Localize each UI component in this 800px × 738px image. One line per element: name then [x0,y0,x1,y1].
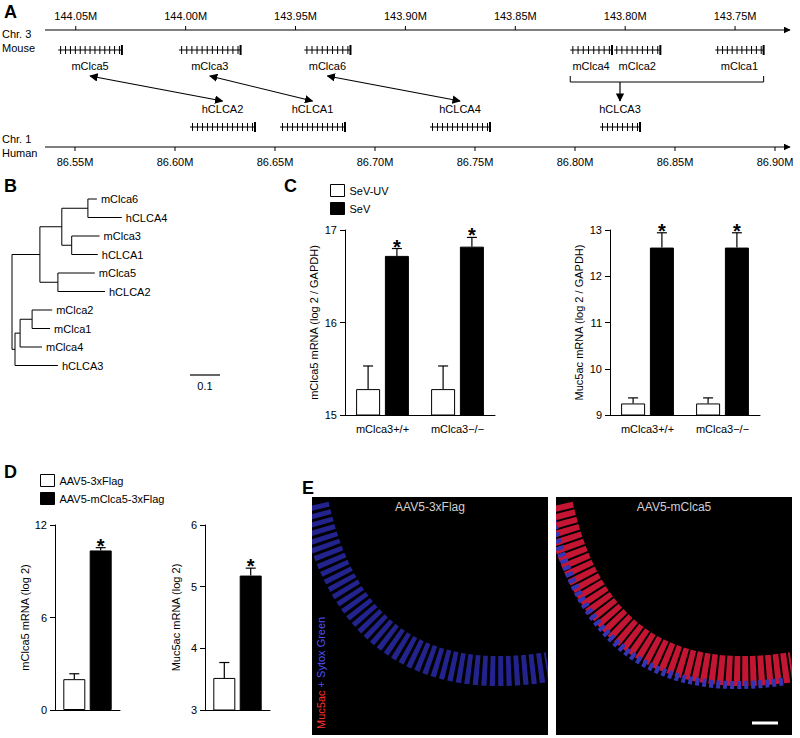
svg-text:mClca6: mClca6 [309,60,346,72]
svg-text:hCLCA2: hCLCA2 [109,286,151,298]
svg-text:6: 6 [41,612,47,624]
svg-text:mClca5: mClca5 [99,267,136,279]
svg-text:86.80M: 86.80M [557,156,594,168]
svg-text:143.80M: 143.80M [604,10,647,22]
svg-text:Chr. 3: Chr. 3 [2,28,31,40]
svg-text:17: 17 [325,224,337,236]
svg-text:86.65M: 86.65M [257,156,294,168]
svg-text:*: * [247,555,255,577]
svg-text:143.95M: 143.95M [274,10,317,22]
svg-text:143.90M: 143.90M [384,10,427,22]
svg-text:mClca3−/−: mClca3−/− [696,423,749,435]
svg-text:9: 9 [596,409,602,421]
svg-text:*: * [733,220,741,242]
svg-text:86.55M: 86.55M [57,156,94,168]
svg-text:*: * [97,535,105,557]
svg-text:3: 3 [191,704,197,716]
svg-text:AAV5-3xFlag: AAV5-3xFlag [395,500,465,514]
svg-text:mClca6: mClca6 [101,193,138,205]
svg-text:mClca4: mClca4 [46,341,83,353]
svg-text:6: 6 [191,519,197,531]
svg-text:143.75M: 143.75M [714,10,757,22]
svg-text:hCLCA3: hCLCA3 [599,103,641,115]
html-text:D: D [4,462,17,482]
svg-text:144.00M: 144.00M [164,10,207,22]
svg-text:mClca5: mClca5 [71,60,108,72]
html-text:B: B [4,176,17,196]
svg-text:mClca2: mClca2 [619,60,656,72]
svg-text:Muc5ac + Sytox Green: Muc5ac + Sytox Green [315,617,327,729]
svg-text:hCLCA2: hCLCA2 [202,103,244,115]
svg-text:16: 16 [325,317,337,329]
svg-text:12: 12 [590,270,602,282]
svg-text:Human: Human [2,147,37,159]
svg-text:Mouse: Mouse [2,42,35,54]
html-text:A: A [4,2,17,22]
svg-text:SeV: SeV [350,203,371,215]
svg-text:mClca1: mClca1 [721,60,758,72]
svg-text:hCLCA1: hCLCA1 [292,103,334,115]
svg-text:86.70M: 86.70M [357,156,394,168]
svg-text:86.60M: 86.60M [157,156,194,168]
svg-text:AAV5-3xFlag: AAV5-3xFlag [60,475,124,487]
svg-text:AAV5-mClca5: AAV5-mClca5 [637,500,712,514]
svg-text:15: 15 [325,409,337,421]
svg-text:hCLCA3: hCLCA3 [62,360,104,372]
svg-text:mClca5 mRNA (log 2): mClca5 mRNA (log 2) [19,564,31,670]
svg-text:5: 5 [191,581,197,593]
svg-text:SeV-UV: SeV-UV [350,185,390,197]
svg-text:Chr. 1: Chr. 1 [2,133,31,145]
svg-text:0: 0 [41,704,47,716]
svg-text:hCLCA4: hCLCA4 [439,103,481,115]
svg-text:86.90M: 86.90M [757,156,794,168]
svg-text:12: 12 [35,519,47,531]
svg-text:0.1: 0.1 [197,380,212,392]
svg-text:11: 11 [591,317,602,329]
svg-text:10: 10 [590,363,602,375]
svg-text:hCLCA4: hCLCA4 [126,212,168,224]
svg-text:Muc5ac mRNA (log 2 / GAPDH): Muc5ac mRNA (log 2 / GAPDH) [573,245,585,401]
svg-text:*: * [393,236,401,258]
svg-text:86.75M: 86.75M [457,156,494,168]
svg-text:Muc5ac mRNA (log 2): Muc5ac mRNA (log 2) [170,564,182,672]
svg-text:mClca2: mClca2 [56,304,93,316]
svg-text:144.05M: 144.05M [54,10,97,22]
svg-text:*: * [658,220,666,242]
html-text:C: C [284,176,297,196]
svg-text:mClca1: mClca1 [54,323,91,335]
svg-text:mClca3−/−: mClca3−/− [431,423,484,435]
svg-text:4: 4 [191,642,197,654]
svg-text:143.85M: 143.85M [494,10,537,22]
svg-text:hCLCA1: hCLCA1 [102,249,144,261]
svg-text:mClca3+/+: mClca3+/+ [621,423,674,435]
svg-text:mClca3: mClca3 [191,60,228,72]
svg-text:13: 13 [590,224,602,236]
html-text:E: E [302,478,314,498]
svg-text:*: * [468,224,476,246]
svg-text:mClca5 mRNA (log 2 / GAPDH): mClca5 mRNA (log 2 / GAPDH) [308,245,320,400]
svg-text:mClca3+/+: mClca3+/+ [356,423,409,435]
svg-text:AAV5-mClca5-3xFlag: AAV5-mClca5-3xFlag [60,493,165,505]
svg-text:mClca4: mClca4 [572,60,609,72]
svg-text:86.85M: 86.85M [657,156,694,168]
svg-text:mClca3: mClca3 [104,230,141,242]
